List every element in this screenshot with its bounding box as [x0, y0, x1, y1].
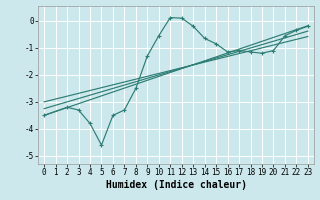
X-axis label: Humidex (Indice chaleur): Humidex (Indice chaleur) [106, 180, 246, 190]
